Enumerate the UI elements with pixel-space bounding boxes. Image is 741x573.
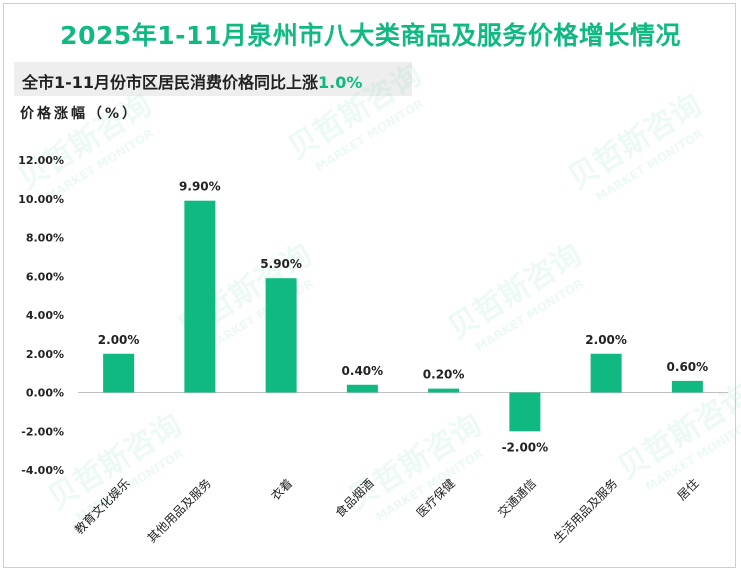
data-label: 0.20% [423, 368, 465, 382]
bar [590, 353, 622, 393]
data-label: 0.40% [342, 364, 384, 378]
data-label: 2.00% [98, 333, 140, 347]
subtitle-prefix: 全市1-11月份市区居民消费价格同比上涨 [22, 73, 319, 92]
chart-title: 2025年1-11月泉州市八大类商品及服务价格增长情况 [60, 21, 681, 50]
bar [346, 384, 378, 393]
y-tick-label: 2.00% [26, 348, 64, 361]
data-label: 5.90% [260, 257, 302, 271]
category-label: 交通通信 [494, 476, 539, 521]
data-label: 2.00% [585, 333, 627, 347]
bar [265, 278, 297, 393]
data-label: -2.00% [502, 440, 549, 454]
y-tick-label: 6.00% [26, 270, 64, 283]
chart-frame [3, 3, 736, 568]
bar [103, 353, 135, 393]
category-label: 生活用品及服务 [550, 476, 620, 546]
subtitle: 全市1-11月份市区居民消费价格同比上涨1.0% [22, 69, 362, 93]
y-tick-label: -2.00% [21, 425, 64, 438]
bar [509, 392, 541, 432]
category-label: 居住 [675, 476, 702, 503]
data-label: 0.60% [667, 360, 709, 374]
subtitle-highlight: 1.0% [318, 73, 363, 92]
y-axis-label: 价格涨幅（%） [20, 106, 140, 122]
bar [184, 200, 216, 393]
y-tick-label: 4.00% [26, 309, 64, 322]
category-label: 衣着 [268, 476, 296, 504]
category-label: 其他用品及服务 [144, 476, 214, 546]
y-tick-label: -4.00% [21, 464, 64, 477]
data-label: 9.90% [179, 180, 221, 194]
y-tick-label: 12.00% [18, 154, 64, 167]
y-tick-label: 10.00% [18, 193, 64, 206]
y-tick-label: 8.00% [26, 232, 64, 245]
subtitle-box [14, 62, 412, 96]
bar [428, 388, 460, 393]
bar [671, 380, 703, 393]
y-tick-label: 0.00% [26, 387, 64, 400]
